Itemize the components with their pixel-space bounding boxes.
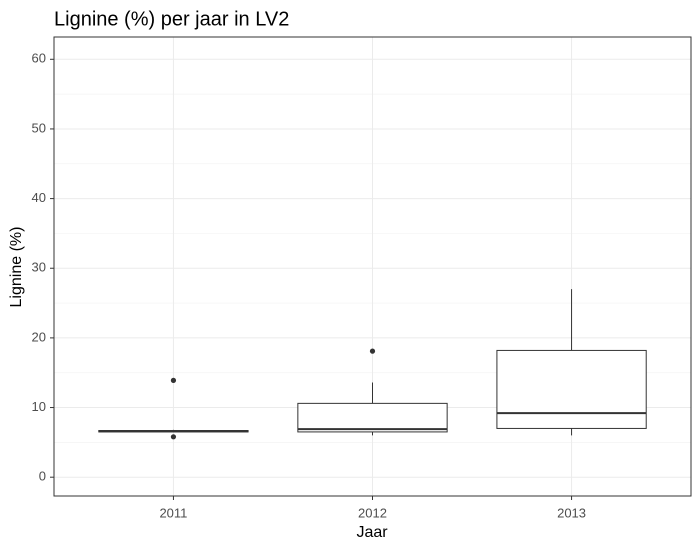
x-tick-label: 2013 [557,505,586,520]
y-tick-label: 50 [32,120,46,135]
y-tick-label: 60 [32,51,46,66]
outlier [170,377,177,383]
x-tick-label: 2012 [358,505,387,520]
y-tick-label: 40 [32,190,46,205]
y-tick-label: 10 [32,399,46,414]
x-tick-label: 2011 [159,505,187,520]
chart-title: Lignine (%) per jaar in LV2 [54,8,289,30]
y-tick-label: 20 [32,329,46,344]
panel-border [53,36,692,497]
outlier [170,434,177,440]
y-tick-label: 0 [39,469,46,484]
y-axis-label: Lignine (%) [8,227,25,308]
box [297,402,448,433]
y-tick-label: 30 [32,260,46,275]
x-axis-label: Jaar [356,524,388,541]
outlier [369,348,376,354]
box [496,349,647,429]
